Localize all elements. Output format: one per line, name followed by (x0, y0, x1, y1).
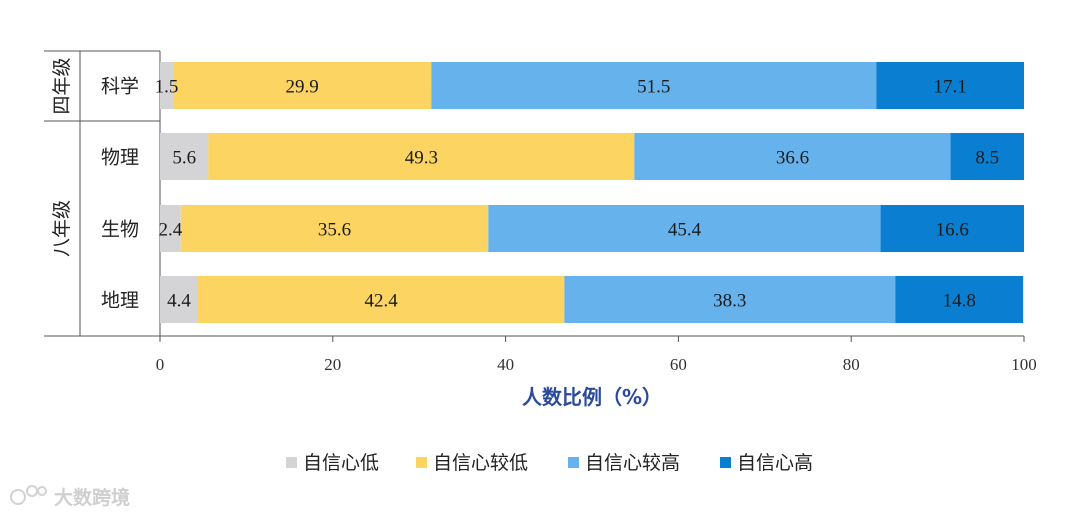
legend-item: 自信心较低 (416, 452, 528, 474)
bar-科学-自信心低 (160, 62, 173, 109)
category-label: 生物 (101, 219, 139, 241)
legend-swatch (416, 457, 427, 468)
bar-生物-自信心高 (880, 205, 1024, 252)
bar-地理-自信心高 (895, 276, 1024, 323)
value-label: 1.5 (155, 77, 179, 98)
value-label: 51.5 (637, 77, 670, 98)
watermark-logo-icon (10, 485, 47, 505)
legend-item: 自信心较高 (568, 452, 680, 474)
bar-物理-自信心低 (160, 133, 209, 180)
value-label: 29.9 (286, 77, 319, 98)
bar-生物-自信心较低 (180, 205, 489, 252)
value-label: 2.4 (158, 220, 182, 241)
value-label: 17.1 (934, 77, 967, 98)
bar-物理-自信心较高 (634, 133, 951, 180)
x-axis: 0 20 40 60 80 100 (156, 336, 1037, 374)
x-tick-label: 0 (156, 355, 165, 374)
legend-swatch (720, 457, 731, 468)
bar-科学-自信心高 (876, 62, 1024, 109)
value-label: 49.3 (405, 148, 438, 169)
category-label: 物理 (101, 147, 139, 169)
group-label: 八年级 (51, 200, 73, 257)
bar-物理-自信心较低 (208, 133, 635, 180)
value-label: 42.4 (365, 291, 399, 312)
x-tick-label: 40 (497, 355, 514, 374)
x-tick-label: 100 (1011, 355, 1037, 374)
watermark-text: 大数跨境 (54, 486, 130, 509)
bars-layer (160, 62, 1024, 323)
legend-swatch (568, 457, 579, 468)
x-tick-label: 20 (324, 355, 341, 374)
legend-item: 自信心低 (286, 452, 379, 474)
legend-swatch (286, 457, 297, 468)
bar-科学-自信心较低 (172, 62, 432, 109)
value-label: 45.4 (668, 220, 702, 241)
bar-生物-自信心低 (160, 205, 181, 252)
watermark: 大数跨境 (10, 485, 130, 509)
bar-地理-自信心较高 (564, 276, 896, 323)
x-axis-label: 人数比例（%） (522, 385, 662, 409)
legend-label: 自信心较高 (585, 452, 680, 474)
legend: 自信心低 自信心较低 自信心较高 自信心高 (286, 452, 813, 474)
group-label: 四年级 (51, 57, 73, 114)
value-label: 14.8 (943, 291, 976, 312)
bar-地理-自信心低 (160, 276, 199, 323)
value-label: 16.6 (936, 220, 969, 241)
bar-物理-自信心高 (950, 133, 1024, 180)
bar-科学-自信心较高 (431, 62, 877, 109)
value-label: 4.4 (167, 291, 191, 312)
value-label: 8.5 (975, 148, 999, 169)
legend-item: 自信心高 (720, 452, 813, 474)
x-tick-label: 60 (670, 355, 687, 374)
legend-label: 自信心较低 (433, 452, 528, 474)
legend-label: 自信心高 (737, 452, 813, 474)
bar-地理-自信心较低 (198, 276, 565, 323)
bar-生物-自信心较高 (488, 205, 881, 252)
legend-label: 自信心低 (303, 452, 379, 474)
x-tick-label: 80 (843, 355, 860, 374)
value-label: 5.6 (172, 148, 196, 169)
value-labels-layer: 1.5 29.9 51.5 17.1 5.6 49.3 36.6 8.5 2.4 35.6 45.4… (155, 77, 1000, 312)
value-label: 36.6 (776, 148, 809, 169)
category-label: 地理 (101, 290, 139, 312)
value-label: 35.6 (318, 220, 351, 241)
value-label: 38.3 (713, 291, 746, 312)
category-label: 科学 (101, 76, 139, 98)
